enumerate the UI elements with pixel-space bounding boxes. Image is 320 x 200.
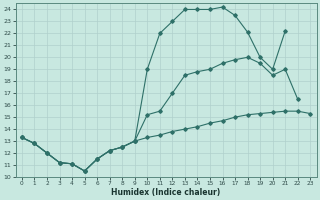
X-axis label: Humidex (Indice chaleur): Humidex (Indice chaleur): [111, 188, 221, 197]
